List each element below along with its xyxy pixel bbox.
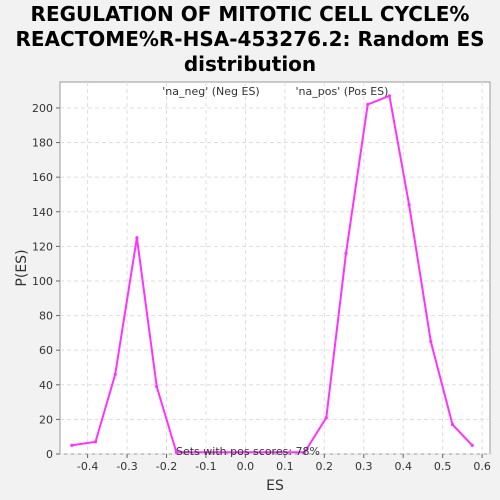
axes: -0.4 -0.3 -0.2 -0.1 0.0 0.1 0.2 0.3 0.4 0.5 0.6 0 20…: [32, 102, 491, 473]
y-axis-label: P(ES): [14, 249, 30, 286]
y-tick-label: 60: [39, 344, 53, 357]
x-tick-label: 0.3: [355, 460, 373, 473]
data-point: [470, 443, 474, 447]
legend-neg: 'na_neg' (Neg ES): [162, 85, 259, 98]
legend-pos: 'na_pos' (Pos ES): [296, 85, 389, 98]
y-tick-label: 0: [46, 448, 53, 461]
data-point: [450, 422, 455, 427]
grid-lines: [60, 82, 490, 455]
x-tick-label: -0.2: [156, 460, 177, 473]
data-point: [429, 339, 433, 344]
y-tick-label: 20: [39, 413, 53, 426]
x-tick-label: 0.5: [434, 460, 452, 473]
y-tick-label: 80: [39, 310, 53, 323]
plot-area: [59, 81, 491, 455]
data-point: [366, 102, 370, 107]
y-tick-label: 140: [32, 206, 53, 219]
x-tick-label: -0.4: [77, 460, 98, 473]
x-tick-label: 0.2: [316, 460, 334, 473]
x-tick-label: 0.6: [473, 460, 491, 473]
y-tick-label: 120: [32, 240, 53, 253]
x-tick-label: 0.4: [394, 460, 412, 473]
y-tick-label: 40: [39, 379, 53, 392]
x-axis-label: ES: [266, 478, 284, 494]
data-point: [324, 416, 328, 420]
data-point: [407, 203, 411, 207]
data-point: [93, 440, 98, 444]
x-tick-label: -0.3: [116, 460, 137, 473]
y-tick-label: 200: [32, 102, 53, 115]
data-point: [344, 251, 348, 255]
annotation-pos-scores: Sets with pos scores: 78%: [176, 445, 320, 458]
chart-title: REGULATION OF MITOTIC CELL CYCLE% REACTO…: [0, 2, 500, 77]
y-tick-label: 100: [32, 275, 53, 288]
chart-title-line-3: distribution: [183, 52, 317, 76]
y-tick-label: 160: [32, 171, 53, 184]
chart-title-line-2: REACTOME%R-HSA-453276.2: Random ES: [15, 27, 485, 51]
data-point: [135, 236, 139, 240]
x-tick-label: -0.1: [195, 460, 216, 473]
data-point: [302, 450, 307, 454]
data-point: [70, 443, 74, 447]
chart-title-line-1: REGULATION OF MITOTIC CELL CYCLE%: [30, 2, 470, 26]
y-tick-label: 180: [32, 137, 53, 150]
data-point: [113, 372, 117, 377]
data-point: [155, 384, 159, 389]
x-tick-label: 0.0: [237, 460, 255, 473]
series: [70, 94, 474, 454]
data-point: [174, 450, 178, 454]
x-tick-label: 0.1: [276, 460, 294, 473]
data-point: [387, 94, 392, 98]
